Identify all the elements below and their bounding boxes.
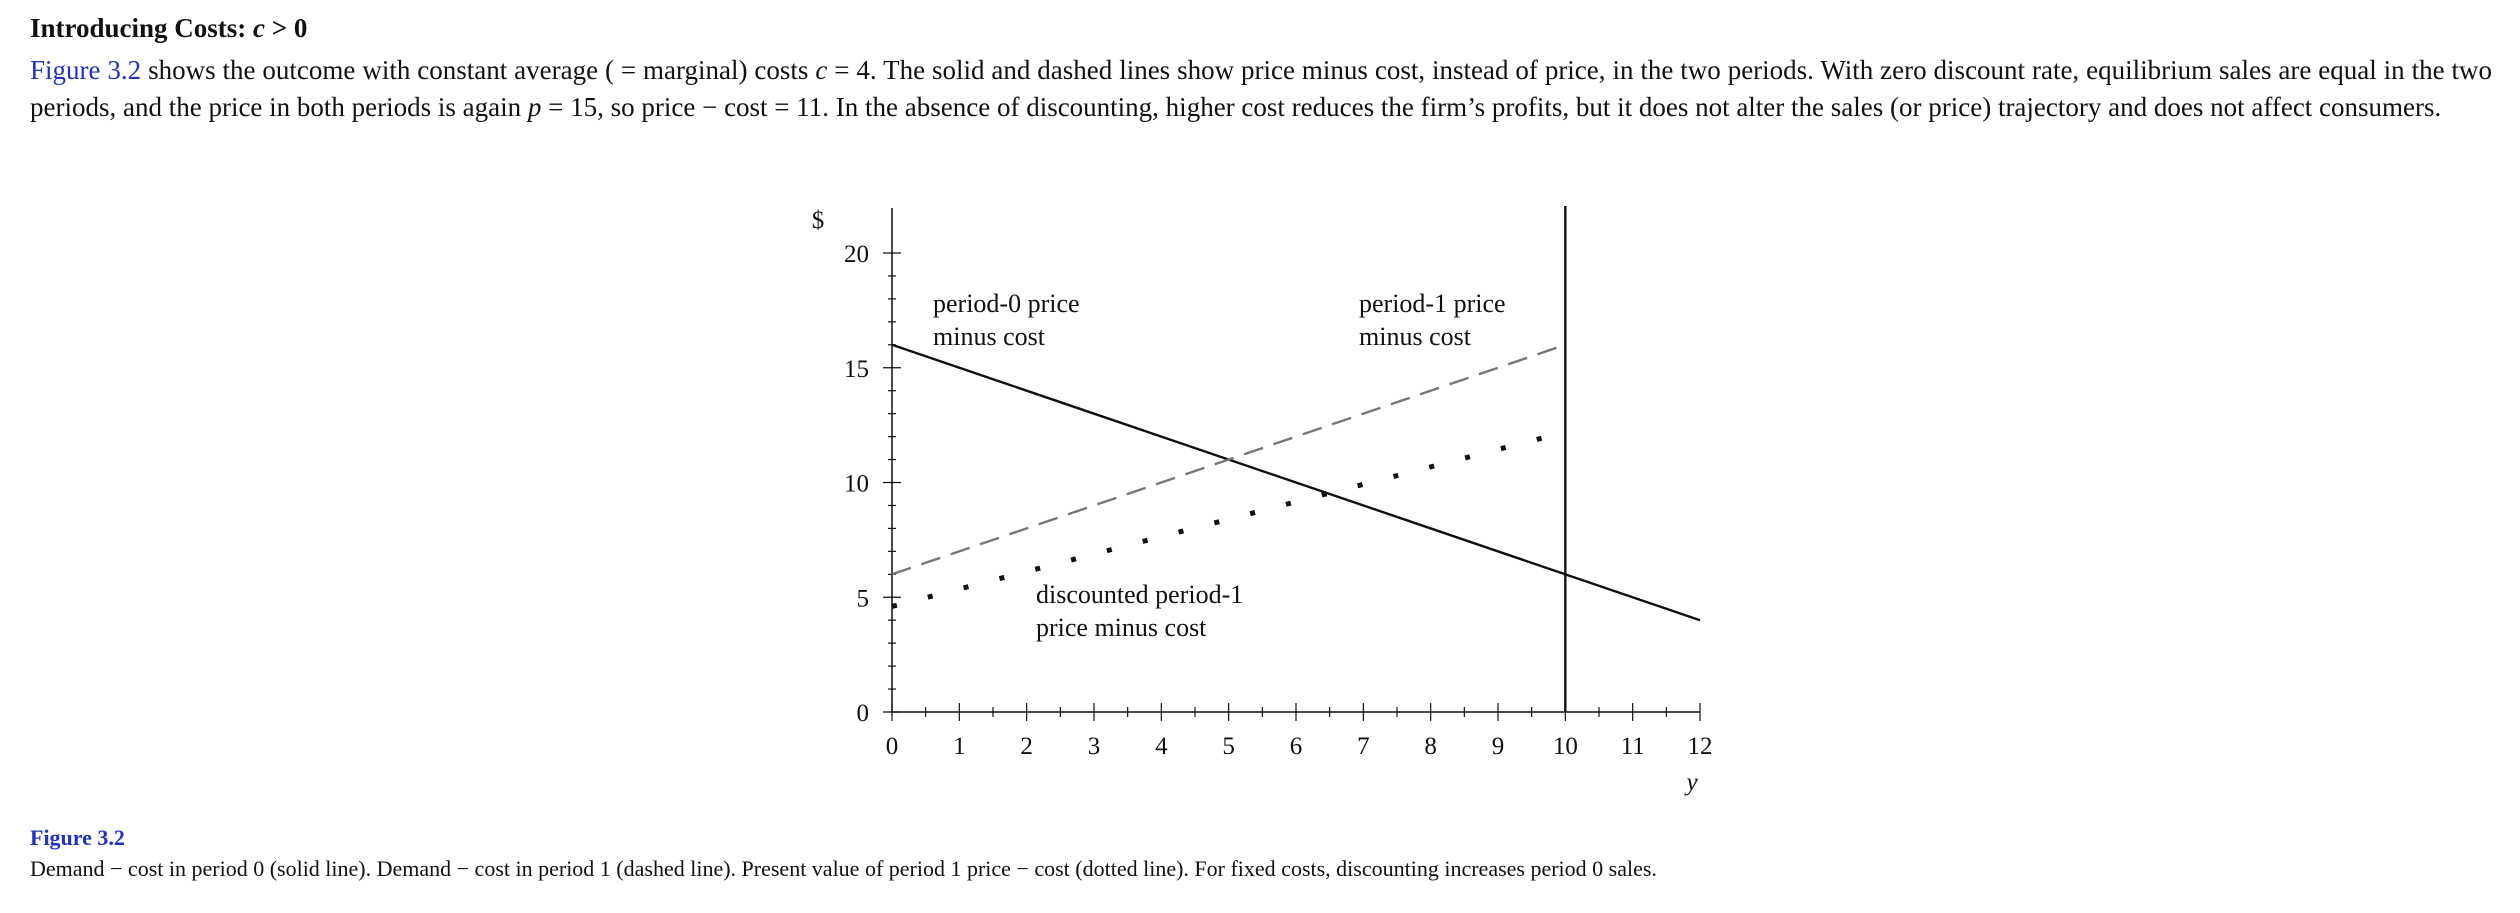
y-axis-label: $ bbox=[812, 207, 825, 234]
series-line-solid bbox=[891, 343, 1701, 622]
figure-caption: Demand − cost in period 0 (solid line). … bbox=[30, 856, 1657, 881]
series-line-dashed bbox=[891, 343, 1566, 576]
section-heading: Introducing Costs: c > 0 bbox=[30, 10, 307, 46]
series-label: discounted period-1 bbox=[1036, 580, 1243, 609]
series-label: period-1 price bbox=[1359, 289, 1506, 318]
paragraph-text-1: shows the outcome with constant average … bbox=[141, 55, 816, 85]
series-label: period-0 price bbox=[933, 289, 1080, 318]
x-tick-label: 3 bbox=[1088, 733, 1101, 760]
variable-p: p bbox=[527, 92, 542, 122]
variable-c: c bbox=[815, 55, 828, 85]
x-tick-label: 12 bbox=[1688, 733, 1713, 760]
series-label: minus cost bbox=[933, 322, 1046, 351]
y-tick-label: 0 bbox=[857, 700, 870, 727]
x-tick-label: 8 bbox=[1424, 733, 1437, 760]
series-line-dotted bbox=[891, 429, 1566, 609]
series-label: price minus cost bbox=[1036, 613, 1207, 642]
x-tick-label: 9 bbox=[1492, 733, 1505, 760]
x-tick-label: 4 bbox=[1155, 733, 1168, 760]
x-tick-label: 2 bbox=[1020, 733, 1033, 760]
series-label: minus cost bbox=[1359, 322, 1472, 351]
heading-variable: c bbox=[253, 13, 266, 43]
x-tick-label: 6 bbox=[1290, 733, 1303, 760]
y-tick-label: 15 bbox=[844, 356, 869, 383]
x-tick-label: 10 bbox=[1553, 733, 1578, 760]
x-tick-label: 7 bbox=[1357, 733, 1370, 760]
x-tick-label: 5 bbox=[1222, 733, 1235, 760]
heading-text: Introducing Costs: bbox=[30, 13, 254, 43]
y-tick-label: 10 bbox=[844, 471, 869, 498]
x-tick-label: 11 bbox=[1621, 733, 1645, 760]
figure-label[interactable]: Figure 3.2 bbox=[30, 825, 125, 850]
paragraph-text-2: = 4. The solid and dashed lines show pri… bbox=[30, 55, 2492, 122]
x-axis-label: y bbox=[1683, 769, 1698, 796]
paragraph-text-3: = 15, so price − cost = 11. In the absen… bbox=[541, 92, 2442, 122]
y-tick-label: 5 bbox=[857, 585, 870, 612]
figure-link[interactable]: Figure 3.2 bbox=[30, 55, 142, 85]
body-paragraph: Figure 3.2 shows the outcome with consta… bbox=[30, 52, 2492, 126]
x-tick-label: 0 bbox=[886, 733, 899, 760]
x-tick-label: 1 bbox=[953, 733, 966, 760]
heading-condition: > 0 bbox=[265, 13, 308, 43]
y-tick-label: 20 bbox=[844, 241, 869, 268]
